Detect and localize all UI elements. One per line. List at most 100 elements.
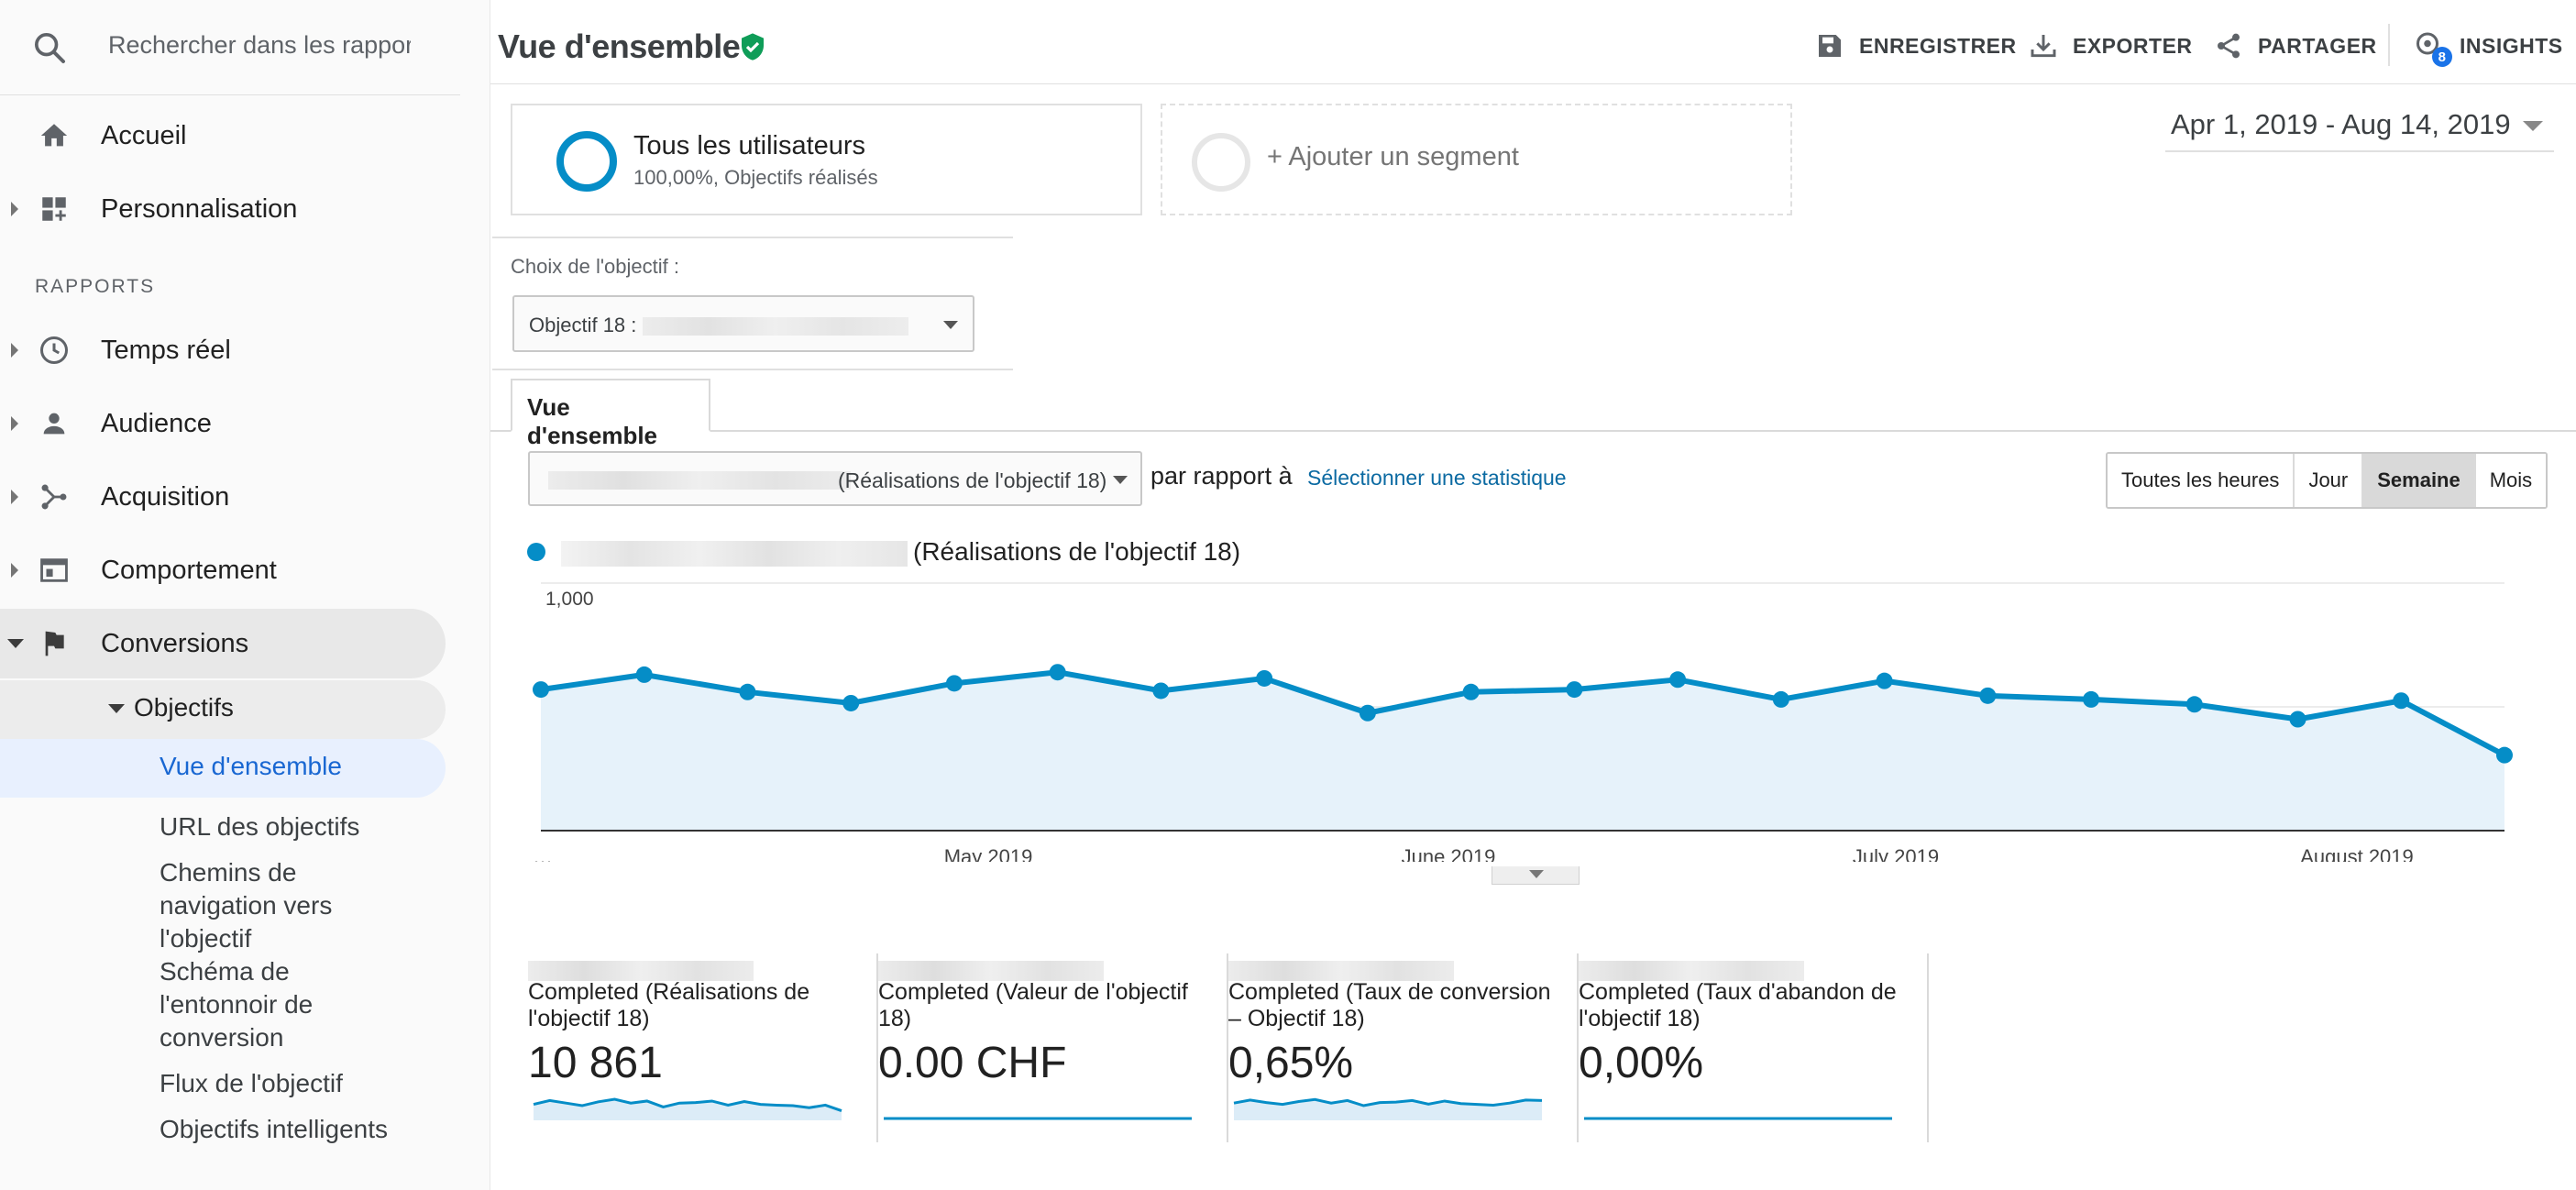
sidebar-item-behavior[interactable]: Comportement: [0, 535, 446, 605]
date-range-picker[interactable]: Apr 1, 2019 - Aug 14, 2019: [2165, 108, 2554, 152]
sidebar-item-goal-urls[interactable]: URL des objectifs: [160, 812, 360, 841]
data-point: [533, 681, 549, 699]
data-point: [1462, 683, 1480, 700]
sparkline-area: [534, 1099, 842, 1120]
sidebar-item-goals-overview[interactable]: Vue d'ensemble: [0, 739, 446, 798]
sidebar-item-label: Conversions: [101, 628, 249, 658]
chart-collapse-toggle[interactable]: [1492, 866, 1580, 885]
data-point: [739, 683, 756, 700]
metric-select[interactable]: (Réalisations de l'objectif 18): [528, 451, 1142, 506]
share-icon: [2218, 33, 2240, 59]
scorecard[interactable]: Completed (Valeur de l'objectif 18) 0.00…: [878, 953, 1228, 1142]
sidebar-item-label: Objectifs: [134, 693, 234, 722]
sidebar-item-audience[interactable]: Audience: [0, 389, 446, 458]
sidebar-item-conversions[interactable]: Conversions: [0, 609, 446, 678]
flag-icon: [37, 626, 72, 661]
chevron-down-icon: [943, 321, 958, 329]
person-icon: [37, 406, 72, 441]
objective-select-value: Objectif 18 :: [529, 314, 637, 336]
data-point: [1256, 669, 1273, 687]
data-point: [1049, 664, 1066, 681]
window-icon: [37, 553, 72, 588]
scorecard-divider: [1927, 953, 1929, 1142]
home-icon: [37, 118, 72, 153]
scorecard-value: 10 861: [528, 1039, 663, 1087]
data-point: [1876, 672, 1893, 689]
scorecard-divider: [1577, 953, 1579, 1142]
redacted-text: [1228, 961, 1454, 981]
sidebar-item-goals[interactable]: Objectifs: [0, 680, 446, 739]
sidebar-item-acquisition[interactable]: Acquisition: [0, 462, 446, 532]
add-segment-button[interactable]: + Ajouter un segment: [1161, 104, 1792, 215]
redacted-text: [548, 471, 851, 490]
sidebar-item-label: Accueil: [101, 120, 187, 150]
scorecard-divider: [1227, 953, 1228, 1142]
granularity-day-button[interactable]: Jour: [2295, 454, 2364, 507]
caret-right-icon: [11, 490, 18, 504]
objective-select[interactable]: Objectif 18 :: [512, 295, 974, 352]
scorecard-label: Completed (Taux d'abandon de l'objectif …: [1579, 979, 1897, 1031]
search-input[interactable]: [108, 26, 411, 64]
sidebar-item-funnel-visualization[interactable]: Schéma de l'entonnoir de conversion: [160, 957, 314, 1052]
caret-right-icon: [11, 563, 18, 578]
sparkline: [884, 1117, 1192, 1120]
data-point: [2393, 692, 2410, 710]
header-divider: [2388, 24, 2390, 66]
save-button[interactable]: ENREGISTRER: [1815, 28, 2017, 64]
scorecard-divider: [876, 953, 878, 1142]
clock-icon: [37, 333, 72, 368]
scorecard[interactable]: Completed (Taux de conversion – Objectif…: [1228, 953, 1579, 1142]
granularity-month-button[interactable]: Mois: [2475, 454, 2547, 507]
caret-down-icon: [108, 704, 125, 713]
data-point: [2289, 711, 2306, 728]
granularity-hours-button[interactable]: Toutes les heures: [2108, 454, 2295, 507]
sidebar-item-reverse-goal-path[interactable]: Chemins de navigation vers l'objectif: [160, 858, 333, 953]
section-title-reports: RAPPORTS: [35, 276, 156, 297]
sidebar-item-goal-flow[interactable]: Flux de l'objectif: [160, 1069, 343, 1097]
search-bar: [0, 0, 460, 95]
sidebar-item-realtime[interactable]: Temps réel: [0, 315, 446, 385]
data-point: [1669, 671, 1687, 689]
sidebar-item-label: Personnalisation: [101, 193, 298, 224]
sidebar-item-smart-goals[interactable]: Objectifs intelligents: [160, 1115, 389, 1143]
sidebar-item-customization[interactable]: Personnalisation: [0, 174, 446, 244]
granularity-toggle: Toutes les heures Jour Semaine Mois: [2106, 452, 2548, 509]
export-button[interactable]: EXPORTER: [2029, 28, 2193, 64]
series-area: [541, 672, 2504, 831]
save-label: ENREGISTRER: [1859, 33, 2017, 58]
granularity-week-button[interactable]: Semaine: [2363, 454, 2476, 507]
scorecard-value: 0,65%: [1228, 1039, 1354, 1087]
scorecard-label: Completed (Taux de conversion – Objectif…: [1228, 979, 1551, 1031]
sparkline-line: [533, 1097, 842, 1113]
save-icon: [1819, 35, 1841, 57]
series-line: [540, 669, 2506, 758]
insights-badge: 8: [2432, 47, 2452, 67]
data-point: [1979, 687, 1997, 704]
export-label: EXPORTER: [2073, 33, 2193, 58]
scorecard-value: 0,00%: [1579, 1039, 1704, 1087]
search-icon[interactable]: [31, 29, 68, 66]
x-tick-label: July 2019: [1853, 845, 1939, 862]
acquisition-icon: [37, 479, 72, 514]
sidebar-item-home[interactable]: Accueil: [0, 101, 446, 171]
sparkline-line: [1233, 1097, 1543, 1107]
scorecard[interactable]: Completed (Taux d'abandon de l'objectif …: [1579, 953, 1929, 1142]
tab-overview[interactable]: Vue d'ensemble: [511, 379, 710, 449]
insights-button[interactable]: 8 INSIGHTS: [2414, 28, 2563, 67]
caret-right-icon: [11, 416, 18, 431]
data-point: [945, 675, 963, 692]
sidebar-item-label: Vue d'ensemble: [160, 752, 342, 780]
redacted-text: [878, 961, 1104, 981]
data-point: [842, 694, 860, 711]
scorecard[interactable]: Completed (Réalisations de l'objectif 18…: [528, 953, 878, 1142]
empty-segment-ring-icon: [1192, 133, 1250, 192]
data-point: [1359, 704, 1376, 722]
segment-all-users[interactable]: Tous les utilisateurs 100,00%, Objectifs…: [511, 104, 1142, 215]
scorecard-value: 0.00 CHF: [878, 1039, 1067, 1087]
segment-ring-icon: [556, 131, 617, 192]
sparkline: [1233, 1097, 1543, 1120]
share-button[interactable]: PARTAGER: [2214, 28, 2377, 64]
select-statistic-link[interactable]: Sélectionner une statistique: [1307, 466, 1567, 490]
insights-icon: 8: [2414, 28, 2452, 67]
